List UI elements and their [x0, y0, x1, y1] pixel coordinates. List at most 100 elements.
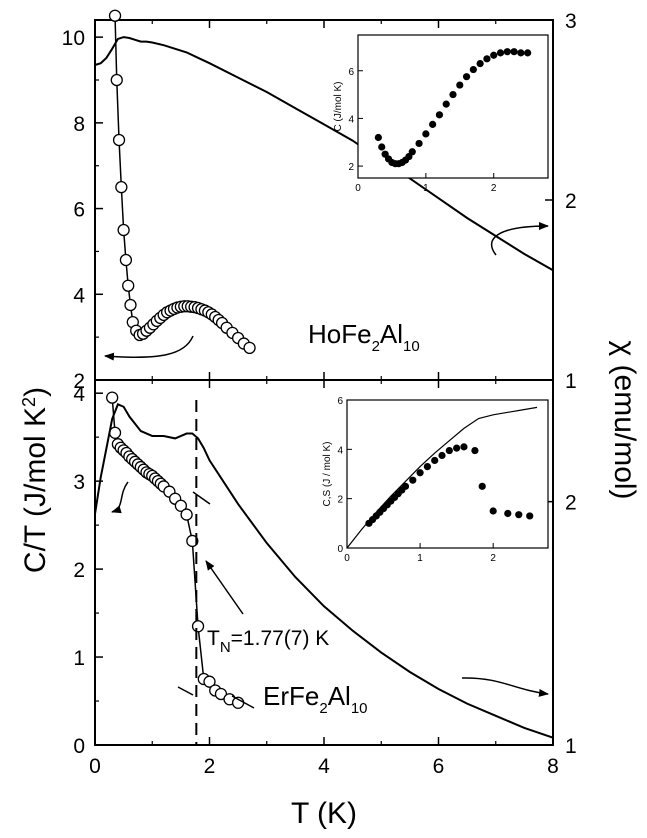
ct-data-point — [119, 253, 133, 267]
arrow-to-right-axis — [461, 677, 549, 697]
inset-data-point — [429, 120, 437, 128]
inset-data-point — [456, 81, 464, 89]
inset-y-tick-label: 6 — [337, 396, 343, 407]
ct-data-point — [124, 298, 137, 312]
y2-tick-label: 1 — [565, 370, 577, 393]
inset-frame — [357, 34, 549, 179]
ct-data-point — [112, 133, 126, 147]
inset-y-tick-label: 6 — [348, 67, 354, 78]
inset-data-point — [435, 111, 444, 119]
inset-x-tick-label: 0 — [355, 183, 361, 194]
top-inset: 0 1 2 2 4 6 C (J/mol K) — [333, 34, 549, 194]
inset-data-point — [526, 512, 534, 520]
inset-y-tick-label: 2 — [337, 495, 343, 506]
bottom-compound-label: ErFe2Al10 — [263, 681, 368, 717]
ct-line — [111, 397, 239, 704]
inset-data-point — [496, 49, 505, 57]
ct-data-point — [186, 534, 199, 548]
y-tick-label: 4 — [73, 284, 85, 307]
bottom-inset: 0 1 2 0 2 4 6 C,S (J / mol K) — [322, 396, 549, 564]
inset-data-point — [476, 60, 484, 68]
x-tick-label: 6 — [433, 755, 445, 778]
y2-tick-label: 2 — [565, 492, 577, 515]
ct-line — [114, 15, 251, 349]
inset-data-point — [503, 48, 511, 56]
inset-data-point — [438, 451, 446, 460]
arrow-to-transition — [205, 560, 244, 615]
inset-frame — [346, 399, 549, 549]
y-tick-label: 0 — [73, 735, 85, 758]
y-right-axis-title: χ (emu/mol) — [608, 340, 641, 499]
y-tick-label: 2 — [73, 370, 85, 393]
inset-data-point — [442, 100, 450, 108]
guide-line — [192, 491, 211, 505]
inset-y-tick-label: 4 — [348, 114, 354, 125]
ct-data-point — [243, 341, 256, 355]
inset-data-point — [453, 444, 461, 452]
inset-data-point — [478, 482, 486, 490]
inset-data-point — [431, 456, 439, 465]
guide-line — [177, 686, 194, 696]
x-tick-label: 0 — [89, 755, 101, 778]
guide-line — [231, 695, 255, 709]
inset-x-tick-label: 1 — [423, 183, 429, 194]
inset-data-point — [517, 49, 525, 57]
y-left-axis-title: C/T (J/mol K2) — [19, 387, 52, 573]
ct-data-point — [174, 499, 188, 512]
inset-data-point — [445, 446, 453, 455]
y-tick-label: 6 — [73, 199, 85, 222]
x-tick-label: 2 — [204, 755, 216, 778]
y2-tick-label: 3 — [565, 10, 577, 33]
arrow-to-left-axis — [104, 335, 194, 361]
inset-y-axis-title: C (J/mol K) — [333, 82, 344, 132]
ct-data-point — [203, 675, 216, 688]
x-axis-title: T (K) — [291, 797, 357, 830]
y2-tick-label: 1 — [565, 735, 577, 758]
inset-data-point — [374, 133, 382, 142]
y-tick-label: 8 — [73, 113, 85, 136]
neel-temperature-label: TN=1.77(7) K — [207, 627, 329, 656]
chi-curve — [94, 36, 554, 272]
y2-tick-label: 2 — [565, 190, 577, 213]
inset-data-point — [423, 463, 431, 471]
x-tick-label: 4 — [318, 755, 330, 778]
ct-data-point — [115, 180, 128, 194]
inset-data-point — [515, 511, 523, 519]
inset-data-point — [401, 482, 410, 490]
inset-y-axis-title: C,S (J / mol K) — [322, 441, 333, 506]
inset-data-point — [471, 446, 479, 455]
arrow-to-left-axis — [111, 481, 129, 514]
arrow-to-right-axis — [490, 222, 549, 256]
inset-data-point — [408, 148, 416, 156]
y-tick-label: 3 — [73, 471, 85, 494]
chi-curve — [94, 403, 554, 739]
inset-data-point — [378, 143, 386, 151]
inset-x-tick-label: 0 — [344, 553, 350, 564]
inset-data-point — [460, 443, 468, 451]
ct-data-point — [191, 620, 205, 633]
inset-data-point — [462, 73, 471, 81]
bottom-panel: 0 2 4 6 8 0 1 2 3 4 1 2 — [73, 379, 577, 778]
inset-data-point — [469, 65, 477, 74]
top-compound-label: HoFe2Al10 — [308, 319, 420, 355]
y-tick-label: 1 — [73, 647, 85, 670]
inset-data-point — [504, 509, 512, 518]
inset-data-point — [489, 507, 497, 515]
inset-y-tick-label: 0 — [337, 544, 343, 555]
ct-data-point — [117, 223, 130, 237]
inset-x-tick-label: 2 — [491, 183, 497, 194]
inset-data-point — [422, 130, 430, 138]
ct-data-point — [180, 508, 193, 521]
inset-data-point — [449, 90, 457, 99]
inset-data-point — [416, 469, 424, 477]
ct-data-point — [122, 279, 135, 292]
ct-data-point — [106, 391, 119, 404]
y-tick-label: 10 — [62, 27, 85, 50]
ct-data-point — [108, 9, 122, 22]
inset-data-point — [409, 476, 417, 484]
inset-data-point — [483, 55, 491, 63]
inset-x-tick-label: 2 — [490, 553, 496, 564]
inset-data-point — [490, 51, 498, 59]
